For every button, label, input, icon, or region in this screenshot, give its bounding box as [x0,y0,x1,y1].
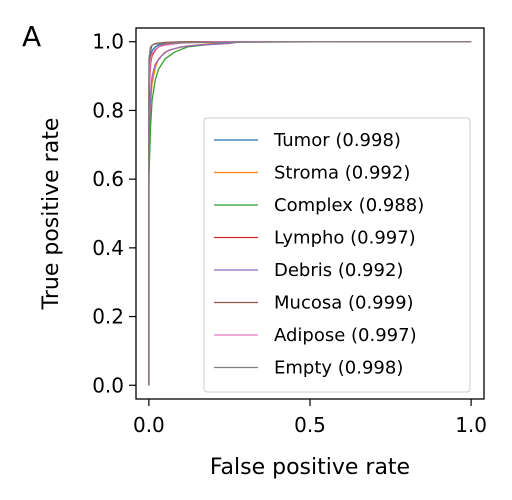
y-tick-label: 0.0 [92,373,124,397]
x-tick-label: 0.0 [133,413,165,437]
series-lines [148,41,472,386]
panel-label: A [22,20,41,53]
legend-entry: Complex (0.988) [274,195,424,216]
y-tick-label: 1.0 [92,30,124,54]
legend: Tumor (0.998) Stroma (0.992) Complex (0.98… [203,117,471,393]
legend-entry: Tumor (0.998) [273,130,401,151]
y-tick-label: 0.4 [92,236,124,260]
y-tick-label: 0.8 [92,98,124,122]
legend-box [203,117,471,393]
legend-entry: Empty (0.998) [274,358,403,379]
legend-entry: Debris (0.992) [274,260,403,281]
y-axis-ticks: 0.0 0.2 0.4 0.6 0.8 1.0 [92,30,136,397]
y-tick-label: 0.6 [92,167,124,191]
x-tick-label: 0.5 [294,413,326,437]
legend-entry: Adipose (0.997) [274,325,417,346]
y-tick-label: 0.2 [92,305,124,329]
x-tick-label: 1.0 [455,413,487,437]
x-axis-ticks: 0.0 0.5 1.0 [133,399,487,437]
legend-entry: Lympho (0.997) [274,228,416,249]
roc-curve-empty [148,41,472,386]
x-axis-label: False positive rate [210,455,410,480]
roc-curve-debris [148,41,472,386]
legend-entry: Stroma (0.992) [274,163,410,184]
y-axis-label: True positive rate [39,118,64,311]
legend-entry: Mucosa (0.999) [274,293,414,314]
